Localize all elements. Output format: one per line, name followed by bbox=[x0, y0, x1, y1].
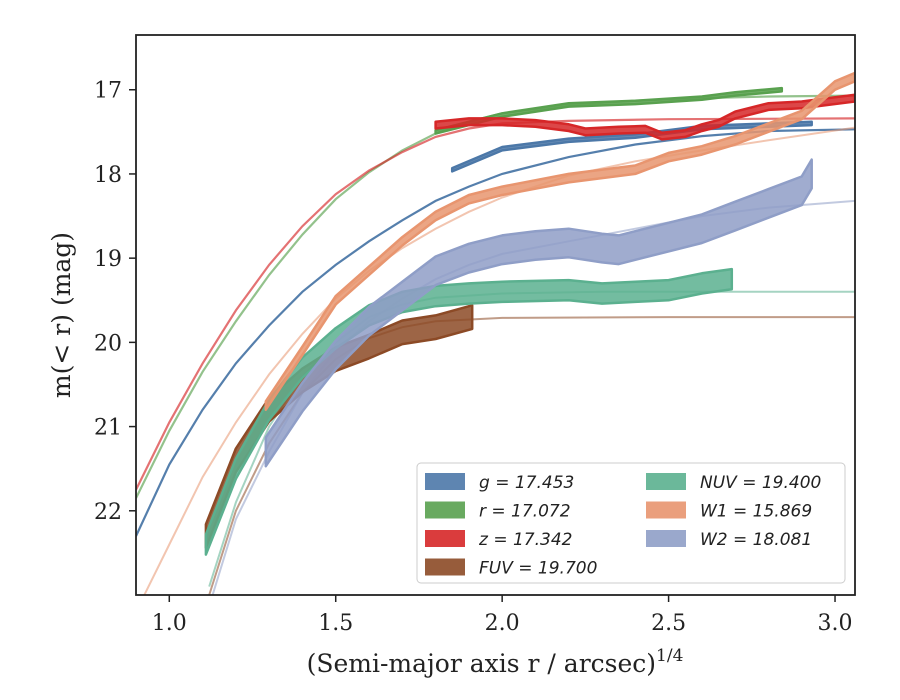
y-axis-label: m(< r) (mag) bbox=[47, 232, 76, 398]
legend-label-w2: W2 = 18.081 bbox=[700, 530, 812, 550]
y-tick-label: 19 bbox=[94, 247, 122, 272]
data-band-w1 bbox=[264, 71, 855, 411]
legend-label-r: r = 17.072 bbox=[479, 502, 571, 522]
x-tick-label: 1.5 bbox=[318, 611, 353, 636]
legend-box bbox=[416, 462, 846, 584]
y-tick-label: 21 bbox=[94, 416, 122, 441]
data-band-w2 bbox=[264, 158, 813, 468]
legend-label-fuv: FUV = 19.700 bbox=[479, 559, 597, 579]
legend-swatch-w1 bbox=[646, 501, 686, 519]
data-band-z bbox=[434, 93, 855, 141]
axes: 1.0 1.5 2.0 2.5 3.0 17 18 19 20 21 22 bbox=[94, 79, 853, 636]
x-tick-label: 3.0 bbox=[818, 611, 853, 636]
model-curve-z bbox=[136, 117, 855, 491]
legend-swatch-r bbox=[425, 501, 465, 519]
plot-area bbox=[136, 71, 855, 595]
x-tick-label: 1.0 bbox=[152, 611, 187, 636]
legend-swatch-g bbox=[425, 473, 465, 490]
legend-label-z: z = 17.342 bbox=[478, 530, 572, 550]
x-axis-label: (Semi-major axis r / arcsec)1/4 bbox=[307, 646, 684, 678]
x-tick-label: 2.5 bbox=[651, 611, 686, 636]
legend-swatch-z bbox=[425, 530, 465, 547]
legend-swatch-fuv bbox=[425, 558, 465, 576]
plot-frame bbox=[135, 34, 856, 596]
legend-label-g: g = 17.453 bbox=[479, 473, 574, 493]
y-tick-label: 22 bbox=[94, 500, 122, 525]
data-band-g bbox=[450, 120, 813, 173]
legend-label-w1: W1 = 15.869 bbox=[700, 502, 812, 522]
y-tick-label: 18 bbox=[94, 163, 122, 188]
legend-swatch-nuv bbox=[646, 473, 686, 490]
y-tick-label: 17 bbox=[94, 79, 122, 104]
legend: g = 17.453 r = 17.072 z = 17.342 FUV = 19.7… bbox=[416, 462, 846, 584]
y-tick-label: 20 bbox=[94, 331, 122, 356]
data-band-r bbox=[434, 86, 784, 135]
model-curve-g bbox=[136, 128, 855, 537]
x-tick-label: 2.0 bbox=[485, 611, 520, 636]
legend-swatch-w2 bbox=[646, 530, 686, 547]
legend-label-nuv: NUV = 19.400 bbox=[700, 473, 821, 493]
